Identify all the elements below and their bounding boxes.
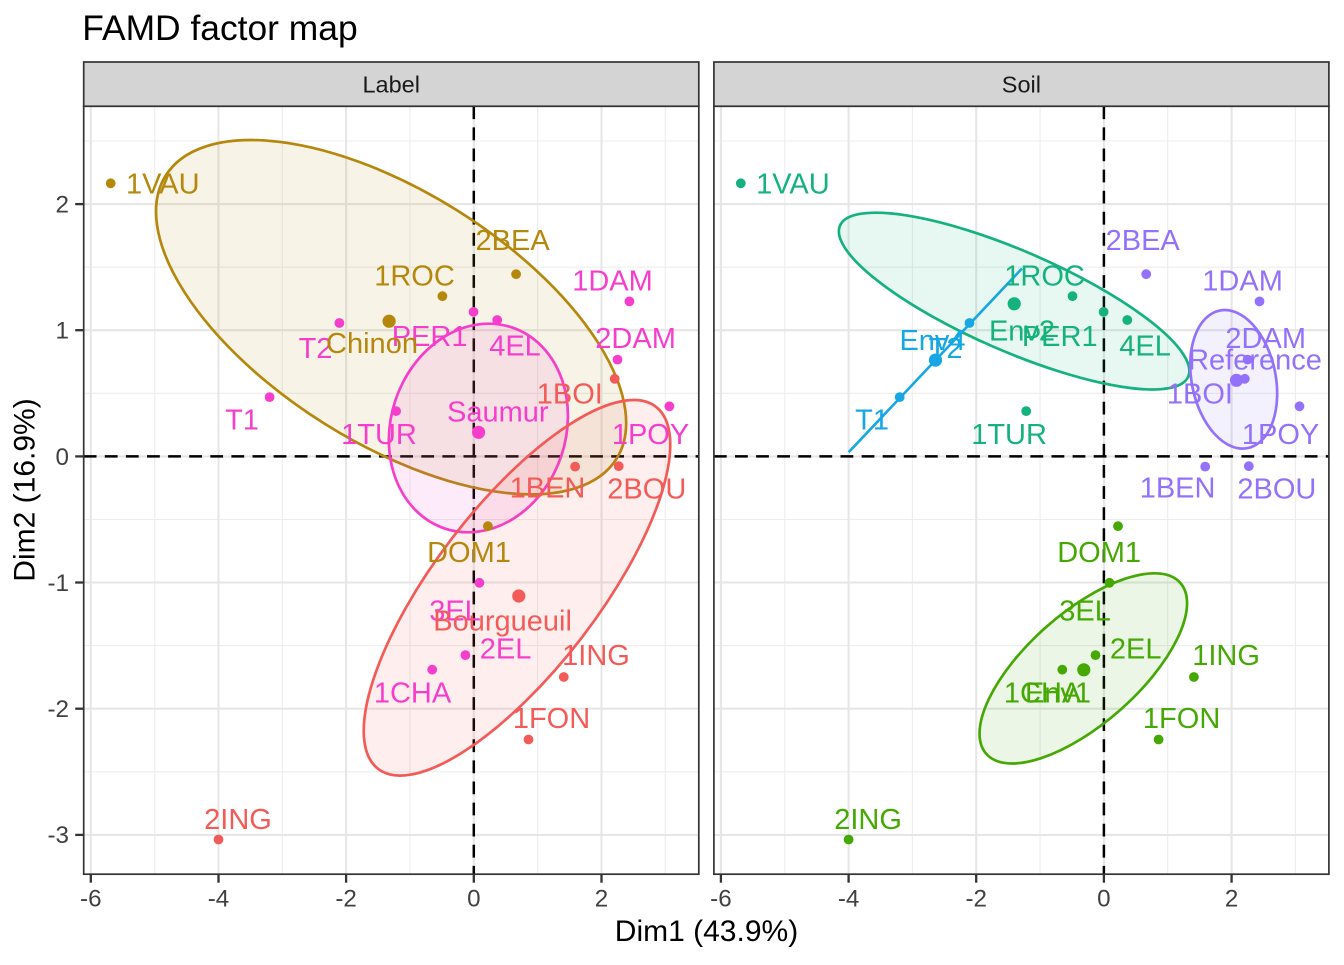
- svg-text:1ROC: 1ROC: [1004, 261, 1085, 293]
- svg-text:1BOI: 1BOI: [537, 378, 603, 410]
- svg-text:0: 0: [1097, 886, 1110, 913]
- svg-text:-1: -1: [47, 570, 69, 597]
- svg-text:2BEA: 2BEA: [1106, 225, 1181, 257]
- svg-text:1CHA: 1CHA: [374, 677, 452, 709]
- svg-text:Saumur: Saumur: [447, 397, 549, 429]
- svg-text:1: 1: [56, 318, 69, 345]
- svg-text:1TUR: 1TUR: [971, 419, 1047, 451]
- svg-text:-2: -2: [47, 696, 69, 723]
- svg-text:T1: T1: [855, 404, 889, 436]
- svg-text:-6: -6: [80, 886, 102, 913]
- svg-text:1POY: 1POY: [612, 419, 689, 451]
- svg-text:-3: -3: [47, 822, 69, 849]
- svg-text:Reference: Reference: [1188, 344, 1322, 376]
- svg-text:1ROC: 1ROC: [374, 261, 455, 293]
- svg-text:-2: -2: [965, 886, 987, 913]
- svg-text:Env1: Env1: [1025, 677, 1091, 709]
- svg-text:2BOU: 2BOU: [607, 473, 686, 505]
- svg-text:3EL: 3EL: [429, 596, 481, 628]
- svg-text:2ING: 2ING: [204, 804, 272, 836]
- svg-text:-6: -6: [710, 886, 732, 913]
- svg-text:3EL: 3EL: [1059, 596, 1111, 628]
- svg-text:Dim2 (16.9%): Dim2 (16.9%): [9, 398, 42, 581]
- svg-text:Dim1 (43.9%): Dim1 (43.9%): [615, 915, 798, 948]
- svg-text:2DAM: 2DAM: [1225, 323, 1306, 355]
- svg-text:2BOU: 2BOU: [1237, 473, 1316, 505]
- svg-text:-2: -2: [335, 886, 357, 913]
- svg-text:Label: Label: [362, 72, 420, 98]
- svg-text:Env4: Env4: [899, 325, 965, 357]
- svg-text:1VAU: 1VAU: [126, 169, 200, 201]
- svg-text:2DAM: 2DAM: [595, 323, 676, 355]
- svg-text:1BEN: 1BEN: [1140, 472, 1216, 504]
- svg-text:1DAM: 1DAM: [1202, 265, 1283, 297]
- svg-text:4EL: 4EL: [1119, 330, 1171, 362]
- svg-text:2: 2: [56, 192, 69, 219]
- svg-text:1BOI: 1BOI: [1167, 378, 1233, 410]
- svg-text:2: 2: [595, 886, 608, 913]
- svg-text:-4: -4: [208, 886, 230, 913]
- svg-text:T1: T1: [225, 404, 259, 436]
- svg-text:1DAM: 1DAM: [572, 265, 653, 297]
- svg-text:2EL: 2EL: [480, 633, 532, 665]
- svg-text:T2: T2: [299, 333, 333, 365]
- svg-text:1FON: 1FON: [1143, 703, 1220, 735]
- svg-text:Soil: Soil: [1002, 72, 1041, 98]
- svg-text:Chinon: Chinon: [326, 328, 418, 360]
- svg-text:PER1: PER1: [392, 321, 468, 353]
- svg-text:Bourgueuil: Bourgueuil: [433, 605, 572, 637]
- svg-text:1BEN: 1BEN: [510, 472, 586, 504]
- svg-text:DOM1: DOM1: [1057, 537, 1141, 569]
- svg-text:1VAU: 1VAU: [756, 169, 830, 201]
- svg-text:2: 2: [1225, 886, 1238, 913]
- svg-text:T2: T2: [929, 333, 963, 365]
- svg-text:DOM1: DOM1: [427, 537, 511, 569]
- svg-text:Env2: Env2: [989, 315, 1055, 347]
- svg-text:1CHA: 1CHA: [1004, 677, 1082, 709]
- svg-text:0: 0: [56, 444, 69, 471]
- svg-text:1FON: 1FON: [513, 703, 590, 735]
- svg-text:1TUR: 1TUR: [341, 419, 417, 451]
- svg-text:0: 0: [467, 886, 480, 913]
- svg-text:-4: -4: [838, 886, 860, 913]
- svg-text:2BEA: 2BEA: [476, 225, 551, 257]
- svg-text:FAMD factor map: FAMD factor map: [82, 8, 357, 48]
- svg-text:2EL: 2EL: [1110, 633, 1162, 665]
- svg-text:4EL: 4EL: [489, 330, 541, 362]
- svg-text:1ING: 1ING: [1192, 640, 1260, 672]
- svg-text:2ING: 2ING: [834, 804, 902, 836]
- svg-text:1POY: 1POY: [1242, 419, 1319, 451]
- svg-text:PER1: PER1: [1022, 321, 1098, 353]
- svg-text:1ING: 1ING: [562, 640, 630, 672]
